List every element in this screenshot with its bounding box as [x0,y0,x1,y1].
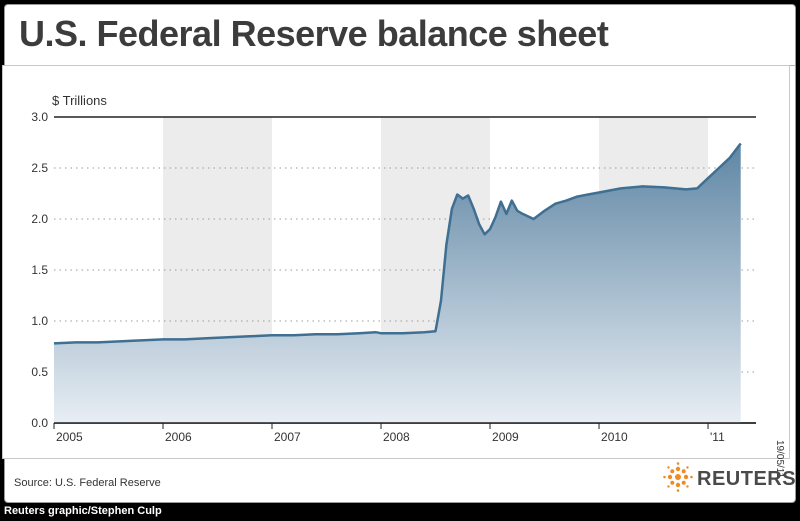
series-area [54,143,741,423]
series-line [53,142,742,345]
chart-title: U.S. Federal Reserve balance sheet [19,13,609,54]
x-tick-label: 2007 [274,430,301,444]
y-tick-label: 0.5 [31,365,48,379]
y-tick-label: 2.0 [31,212,48,226]
y-axis-label: $ Trillions [52,93,107,108]
x-tick-label: 2005 [56,430,83,444]
y-axis-ticks: 0.0 0.5 1.0 1.5 2.0 2.5 3.0 [31,110,48,430]
x-tick-label: 2006 [165,430,192,444]
reuters-dots-icon [663,462,693,492]
logo-text: REUTERS [697,468,797,490]
y-tick-label: 0.0 [31,416,48,430]
x-axis-ticks: 2005 2006 2007 2008 2009 2010 '11 [53,422,756,444]
y-tick-label: 1.0 [31,314,48,328]
source-note: Source: U.S. Federal Reserve [14,477,161,489]
y-tick-label: 3.0 [31,110,48,124]
x-tick-label: 2010 [601,430,628,444]
x-tick-label: 2009 [492,430,519,444]
reuters-logo: REUTERS [663,462,797,496]
x-tick-label: 2008 [383,430,410,444]
graphic-credit: Reuters graphic/Stephen Culp [4,505,162,517]
y-tick-label: 1.5 [31,263,48,277]
x-tick-label: '11 [710,430,725,444]
y-tick-label: 2.5 [31,161,48,175]
